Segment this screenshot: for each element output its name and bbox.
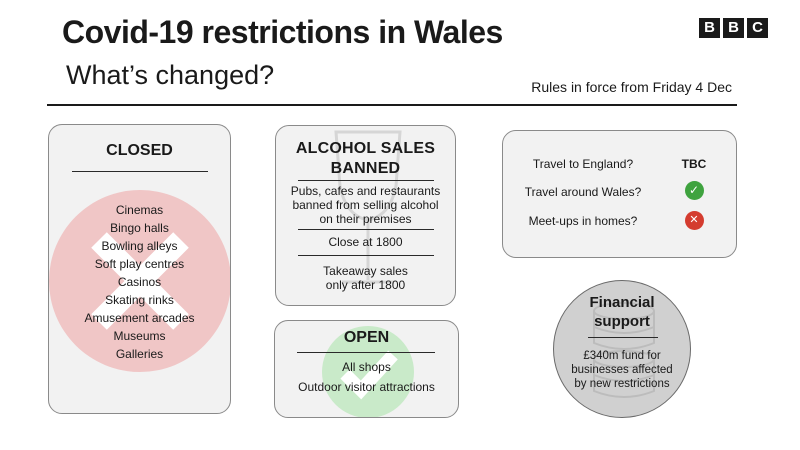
page-title: Covid-19 restrictions in Wales: [62, 14, 503, 50]
alcohol-rule-line: only after 1800: [325, 278, 406, 292]
alcohol-divider: [298, 229, 434, 230]
logo-letter: C: [747, 18, 768, 38]
list-item: Soft play centres: [94, 257, 185, 271]
coins-icon: [593, 302, 655, 398]
wine-glass-icon: [334, 130, 402, 284]
tick-icon: ✓: [684, 181, 704, 200]
financial-text-line: businesses affected: [571, 364, 673, 376]
alcohol-rule-line: Close at 1800: [328, 235, 403, 249]
travel-question: Meet-ups in homes?: [528, 214, 638, 228]
closed-list: Cinemas Bingo halls Bowling alleys Soft …: [49, 201, 230, 363]
financial-divider: [588, 337, 658, 338]
bbc-logo: B B C: [699, 18, 768, 38]
alcohol-title: ALCOHOL SALES BANNED: [276, 139, 455, 179]
financial-title: Financial support: [554, 293, 690, 331]
open-title: OPEN: [343, 329, 390, 346]
travel-panel: Travel to England? TBC Travel around Wal…: [502, 130, 737, 258]
header-divider: [47, 104, 737, 106]
list-item: Bingo halls: [110, 221, 169, 235]
financial-title-line: support: [594, 313, 650, 330]
travel-question: Travel around Wales?: [524, 185, 642, 199]
tick-watermark-mark: [340, 350, 398, 400]
list-item: Amusement arcades: [84, 311, 195, 325]
page-subtitle: What’s changed?: [66, 60, 275, 90]
financial-text-line: by new restrictions: [574, 378, 670, 390]
list-item: Bowling alleys: [101, 239, 178, 253]
alcohol-rule-line: Takeaway sales: [323, 264, 408, 278]
list-item: Galleries: [115, 347, 164, 361]
alcohol-title-line: ALCOHOL SALES: [295, 140, 436, 157]
alcohol-rule-line: on their premises: [319, 212, 412, 226]
cross-icon: [49, 190, 230, 372]
closed-divider: [72, 171, 208, 172]
list-item: Museums: [113, 329, 166, 343]
tick-icon: [322, 326, 414, 417]
financial-text: £340m fund for businesses affected by ne…: [554, 349, 690, 391]
logo-letter: B: [699, 18, 720, 38]
alcohol-rule-line: Pubs, cafes and restaurants: [290, 184, 441, 198]
list-item: All shops: [342, 360, 391, 374]
logo-letter: B: [723, 18, 744, 38]
list-item: Casinos: [117, 275, 162, 289]
list-item: Cinemas: [115, 203, 164, 217]
alcohol-divider: [298, 255, 434, 256]
closed-title: CLOSED: [106, 142, 173, 159]
list-item: Skating rinks: [105, 293, 174, 307]
alcohol-title-line: BANNED: [330, 160, 401, 177]
alcohol-panel: ALCOHOL SALES BANNED Pubs, cafes and res…: [275, 125, 456, 306]
travel-question: Travel to England?: [532, 157, 634, 171]
open-divider: [297, 352, 435, 353]
alcohol-rule-2: Close at 1800: [276, 235, 455, 249]
alcohol-divider: [298, 180, 434, 181]
financial-text-line: £340m fund for: [583, 350, 661, 362]
list-item: Outdoor visitor attractions: [298, 380, 435, 394]
tick-watermark-circle: [322, 326, 414, 417]
alcohol-rule-1: Pubs, cafes and restaurants banned from …: [276, 184, 455, 226]
alcohol-rule-line: banned from selling alcohol: [292, 198, 439, 212]
alcohol-rule-3: Takeaway sales only after 1800: [276, 264, 455, 292]
open-panel: OPEN All shops Outdoor visitor attractio…: [274, 320, 459, 418]
cross-icon: ✕: [684, 211, 704, 230]
travel-answer-tbc: TBC: [681, 157, 707, 171]
cross-watermark-mark: [91, 232, 189, 330]
financial-title-line: Financial: [589, 294, 655, 311]
rules-date: Rules in force from Friday 4 Dec: [531, 79, 732, 95]
closed-panel: CLOSED Cinemas Bingo halls Bowling alley…: [48, 124, 231, 414]
financial-support-circle: Financial support £340m fund for busines…: [553, 280, 691, 418]
